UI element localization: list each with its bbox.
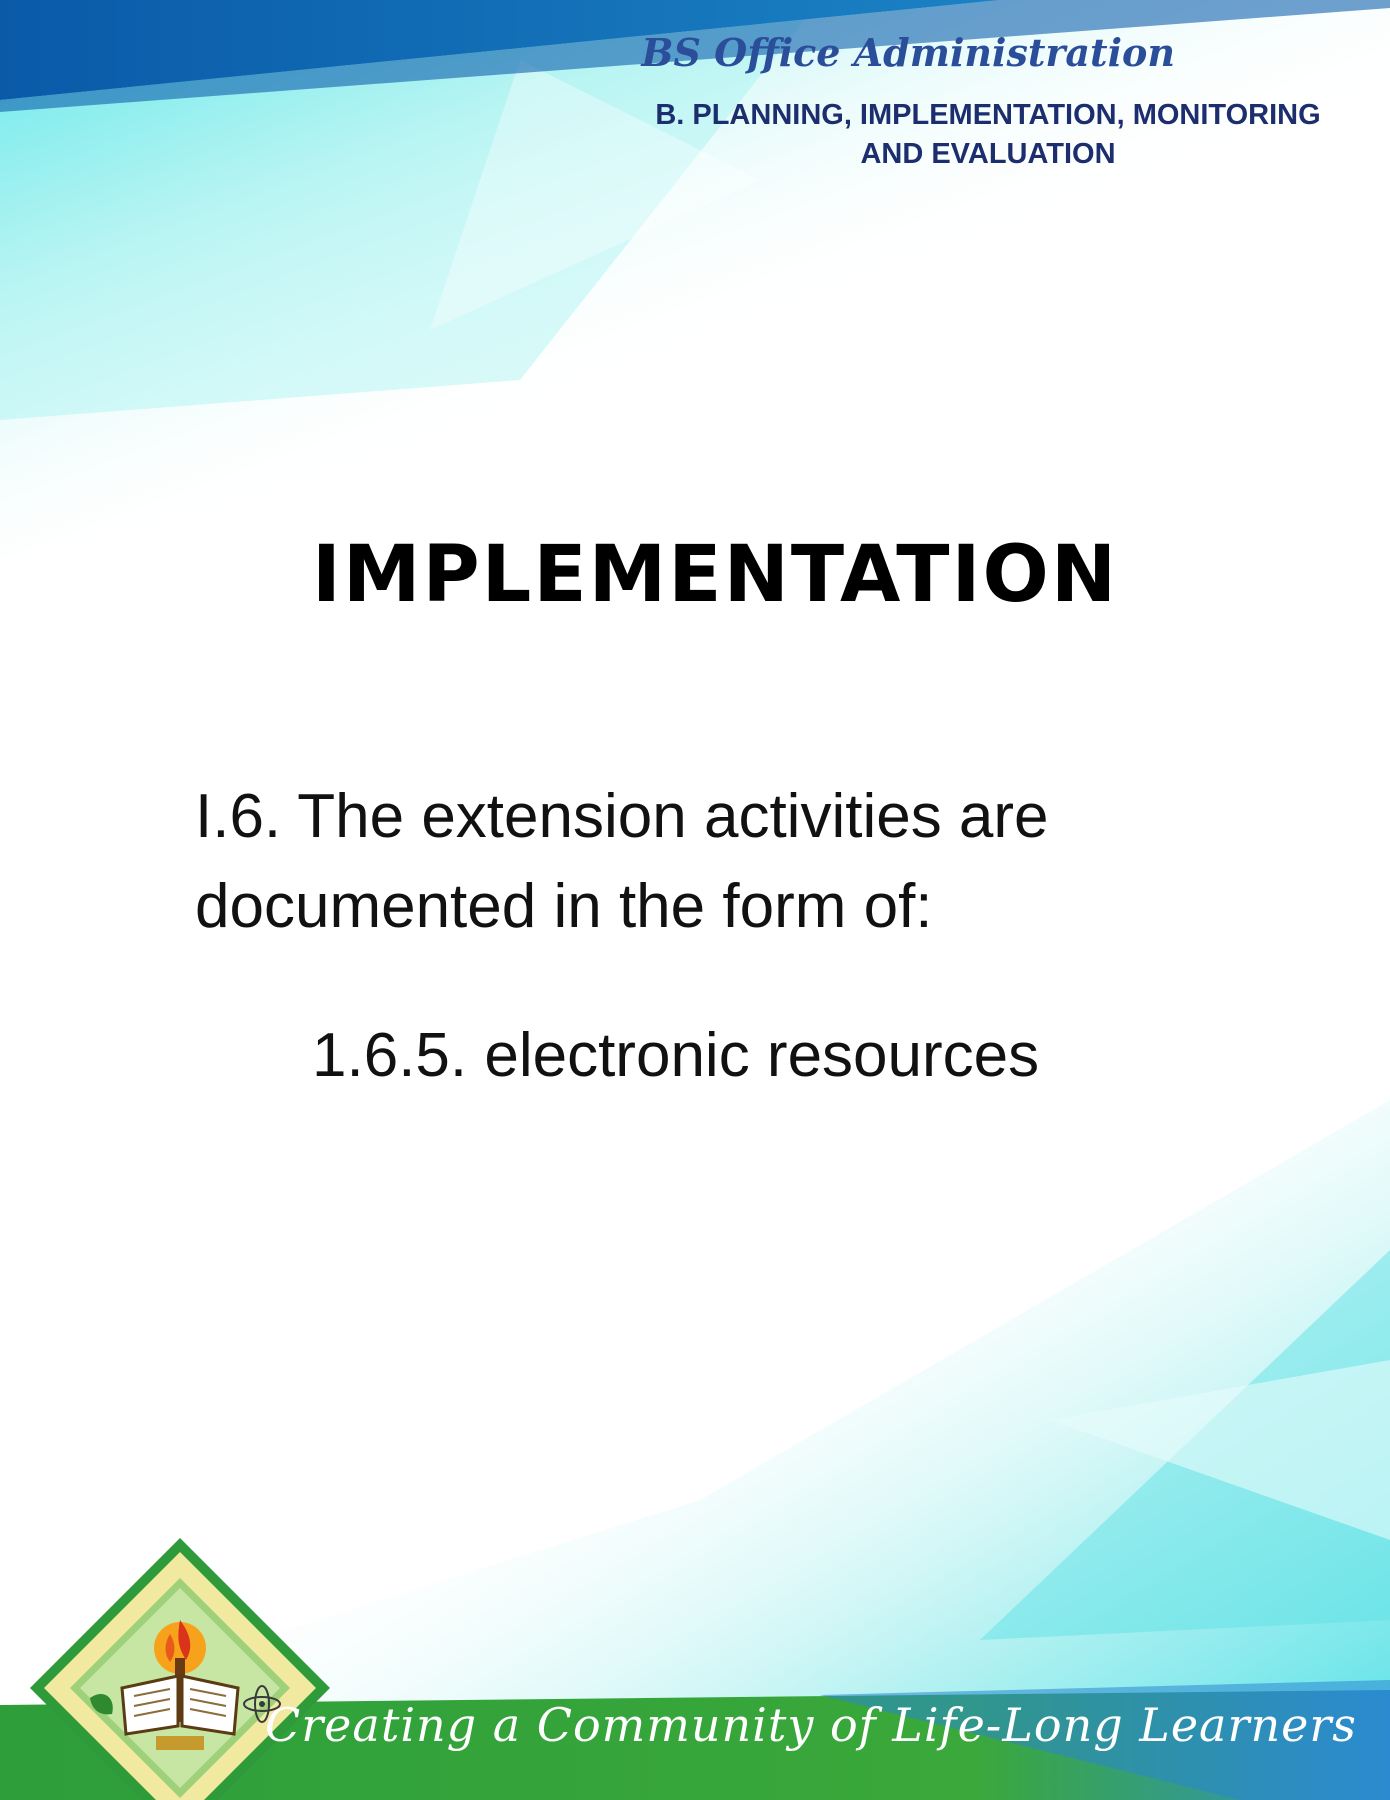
indicator-text: I.6. The extension activities are docume… [195,772,1215,952]
slogan-text: Creating a Community of Life-Long Learne… [265,1698,1357,1752]
area-heading-line1: B. PLANNING, IMPLEMENTATION, MONITORING [655,99,1321,131]
indicator-line1: I.6. The extension activities are [195,782,1049,851]
university-seal-logo [30,1538,330,1800]
area-heading-line2: AND EVALUATION [860,138,1116,170]
sub-indicator-text: 1.6.5. electronic resources [312,1021,1040,1090]
program-title: BS Office Administration [641,30,1175,75]
indicator-line2: documented in the form of: [195,872,933,941]
page-title: IMPLEMENTATION [311,530,1119,620]
area-heading: B. PLANNING, IMPLEMENTATION, MONITORING … [618,96,1358,174]
